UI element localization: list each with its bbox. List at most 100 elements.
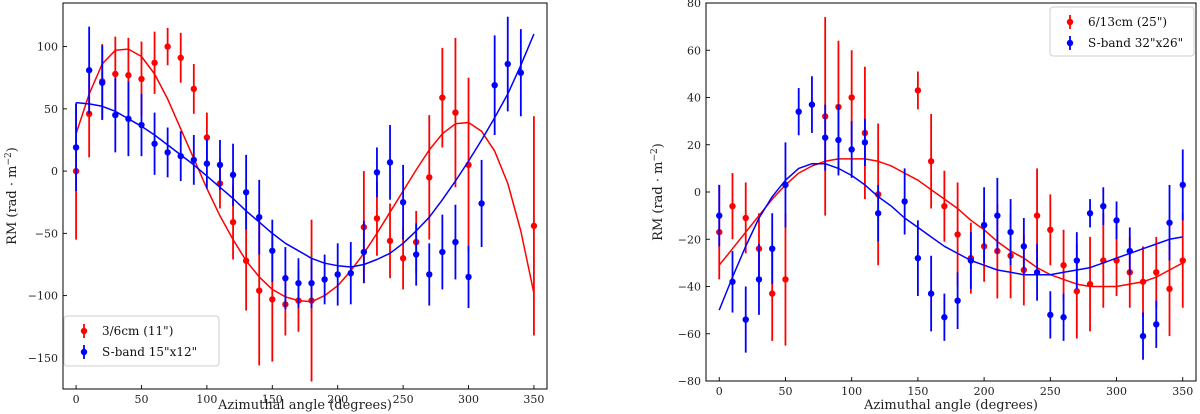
data-point — [1047, 311, 1054, 319]
data-point — [848, 146, 855, 153]
x-tick-label: 250 — [1040, 385, 1061, 398]
y-tick-label: 80 — [687, 0, 701, 10]
data-point — [821, 134, 829, 141]
x-tick-label: 150 — [907, 385, 928, 398]
data-point — [242, 189, 250, 196]
data-point — [1179, 257, 1186, 264]
data-point — [1033, 212, 1041, 219]
data-point — [914, 254, 922, 262]
data-point — [954, 297, 961, 304]
data-point — [164, 43, 171, 50]
plot-frame — [705, 2, 1197, 382]
data-point — [1073, 257, 1081, 264]
data-point — [927, 290, 935, 297]
data-point — [321, 276, 328, 283]
data-point — [478, 200, 485, 207]
data-point — [452, 238, 459, 246]
legend-label: 3/6cm (11") — [102, 324, 173, 338]
data-point — [782, 276, 789, 283]
legend-label: S-band 15"x12" — [102, 345, 197, 359]
plot-area — [716, 17, 1186, 360]
data-point — [1139, 332, 1147, 340]
data-point — [914, 87, 922, 94]
data-point — [1020, 243, 1028, 250]
series-blue — [72, 16, 535, 310]
data-point — [941, 202, 948, 210]
y-axis-label-sup: −2 — [4, 152, 14, 165]
data-point — [835, 136, 842, 144]
x-tick-label: 250 — [393, 393, 414, 406]
data-point — [125, 72, 132, 79]
y-axis-label-close: ) — [5, 147, 20, 152]
panel-right: 0 50 100 150 200 250 300 350 −80 −60 −40 −20 0 20 40 60… — [650, 0, 1197, 413]
x-tick-label: 200 — [974, 385, 995, 398]
data-point — [1086, 210, 1094, 217]
y-axis-label: RM (rad · m−2) — [4, 147, 20, 245]
x-tick-label: 300 — [1106, 385, 1127, 398]
legend-marker — [80, 348, 88, 356]
legend: 3/6cm (11") S-band 15"x12" — [63, 315, 220, 367]
y-axis-label-close: ) — [651, 143, 666, 148]
y-tick-label: 60 — [687, 44, 701, 57]
data-point — [439, 248, 446, 256]
data-point — [1033, 269, 1041, 276]
legend-marker — [1066, 18, 1074, 26]
y-axis-label-sup: −2 — [650, 148, 660, 161]
x-tick-label: 0 — [73, 393, 80, 406]
data-point — [1100, 202, 1107, 210]
data-point — [295, 279, 302, 287]
data-point — [256, 213, 263, 221]
plot-area — [72, 16, 538, 382]
data-point — [941, 314, 948, 321]
legend: 6/13cm (25") S-band 32"x26" — [1049, 6, 1195, 57]
data-point — [347, 270, 354, 277]
data-point — [138, 75, 145, 83]
legend-label: S-band 32"x26" — [1088, 36, 1183, 50]
x-tick-label: 100 — [841, 385, 862, 398]
data-point — [530, 222, 538, 230]
data-point — [755, 276, 763, 283]
data-point — [373, 169, 381, 176]
series-red — [716, 17, 1186, 346]
data-point — [72, 144, 80, 151]
data-point — [927, 158, 935, 165]
data-point — [769, 290, 776, 297]
x-tick-label: 300 — [458, 393, 479, 406]
y-tick-label: 40 — [687, 92, 701, 105]
y-tick-label: −50 — [35, 227, 58, 240]
data-point — [729, 202, 736, 210]
data-point — [334, 271, 341, 278]
x-tick-label: 350 — [523, 393, 544, 406]
data-point — [1060, 314, 1067, 321]
data-point — [1153, 321, 1160, 328]
x-tick-label: 200 — [327, 393, 348, 406]
data-point — [861, 139, 869, 146]
data-point — [716, 212, 723, 219]
data-point — [769, 245, 776, 252]
data-point — [742, 214, 749, 222]
data-point — [399, 255, 407, 262]
data-point — [1179, 181, 1186, 189]
y-tick-label: 20 — [687, 139, 701, 152]
data-point — [1113, 217, 1120, 224]
data-point — [386, 159, 394, 166]
data-point — [1047, 226, 1054, 233]
data-point — [742, 316, 749, 323]
y-axis-label-text: RM (rad · m — [5, 166, 20, 245]
data-point — [112, 70, 119, 78]
data-point — [151, 140, 158, 147]
fit-curve — [718, 162, 1183, 311]
y-axis-label: RM (rad · m−2) — [650, 143, 666, 241]
plot-frame — [62, 2, 548, 390]
y-tick-label: 0 — [694, 186, 701, 199]
data-point — [954, 231, 961, 238]
x-axis-label: Azimuthal angle (degrees) — [863, 398, 1038, 413]
legend-marker — [1066, 39, 1074, 47]
y-tick-label: −150 — [28, 352, 58, 365]
y-tick-label: −40 — [678, 281, 701, 294]
x-axis-label: Azimuthal angle (degrees) — [217, 398, 392, 413]
y-axis-label-text: RM (rad · m — [651, 162, 666, 241]
data-point — [980, 221, 988, 229]
data-point — [439, 94, 446, 101]
data-point — [229, 218, 237, 226]
